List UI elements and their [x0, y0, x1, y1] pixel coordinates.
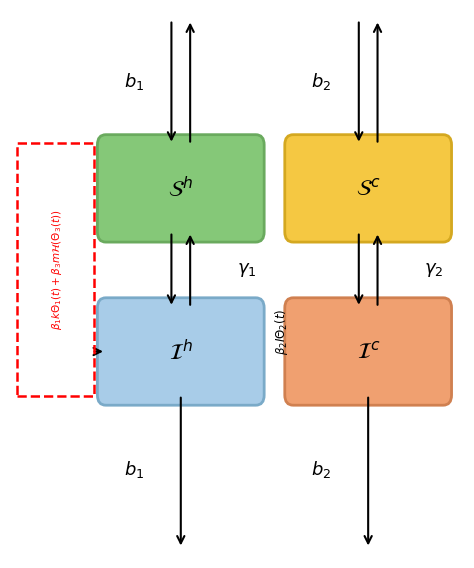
- Text: $b_2$: $b_2$: [311, 71, 331, 92]
- FancyBboxPatch shape: [285, 298, 452, 405]
- Text: $\mathcal{S}^c$: $\mathcal{S}^c$: [356, 177, 381, 199]
- FancyBboxPatch shape: [97, 298, 264, 405]
- FancyBboxPatch shape: [97, 135, 264, 242]
- Text: $\mathcal{I}^h$: $\mathcal{I}^h$: [169, 339, 192, 364]
- Text: $\beta_2 I\Theta_2(t)$: $\beta_2 I\Theta_2(t)$: [273, 308, 290, 355]
- Text: $b_2$: $b_2$: [311, 459, 331, 480]
- Text: $\mathcal{I}^c$: $\mathcal{I}^c$: [356, 340, 380, 362]
- Text: $\gamma_2$: $\gamma_2$: [424, 261, 444, 279]
- Text: $\beta_1 k\Theta_1(t) + \beta_3 m\mathcal{H}(\Theta_3(t))$: $\beta_1 k\Theta_1(t) + \beta_3 m\mathca…: [50, 210, 64, 330]
- Text: $\gamma_1$: $\gamma_1$: [237, 261, 256, 279]
- FancyBboxPatch shape: [285, 135, 452, 242]
- Text: $b_1$: $b_1$: [124, 459, 144, 480]
- Text: $b_1$: $b_1$: [124, 71, 144, 92]
- Text: $\mathcal{S}^h$: $\mathcal{S}^h$: [168, 176, 193, 201]
